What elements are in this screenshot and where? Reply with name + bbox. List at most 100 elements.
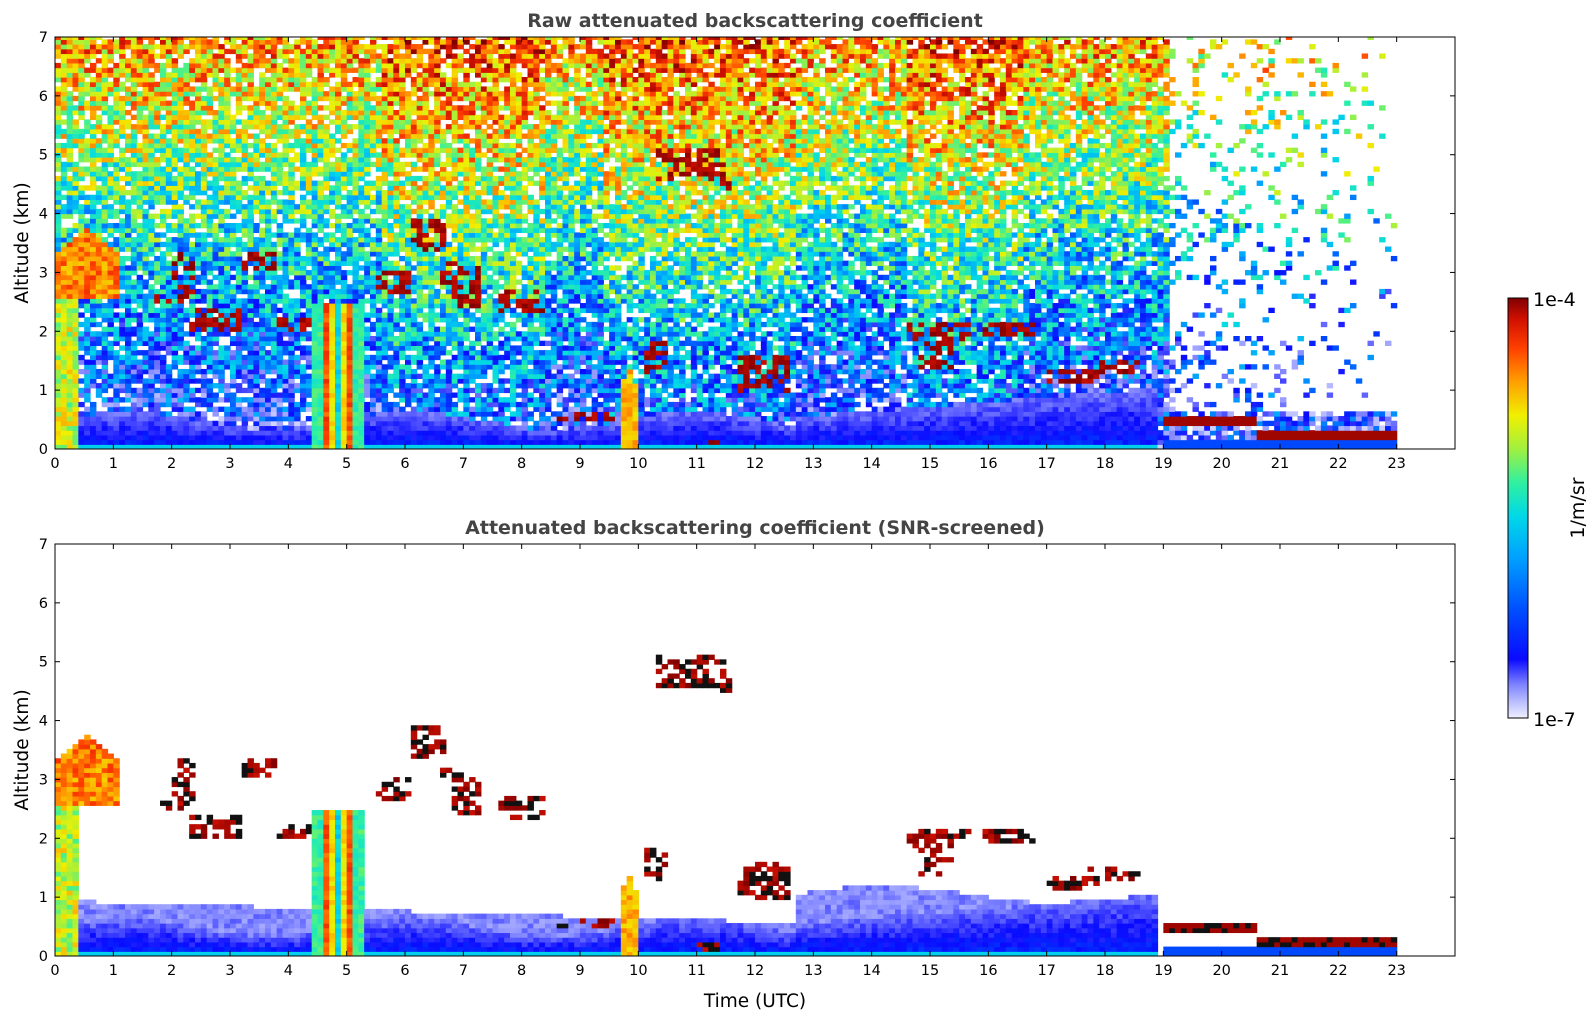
heatmap-cell	[340, 185, 348, 191]
heatmap-cell	[381, 378, 389, 384]
heatmap-cell	[142, 44, 149, 50]
heatmap-cell	[294, 335, 301, 342]
heatmap-cell	[317, 37, 324, 40]
heatmap-cell	[335, 260, 342, 266]
heatmap-cell	[171, 345, 179, 351]
heatmap-cell	[142, 383, 149, 389]
heatmap-cell	[241, 161, 249, 168]
heatmap-cell	[212, 119, 219, 125]
heatmap-cell	[177, 444, 184, 449]
heatmap-cell	[171, 307, 179, 314]
heatmap-cell	[195, 109, 202, 116]
heatmap-cell	[224, 48, 231, 55]
heatmap-cell	[171, 241, 179, 248]
heatmap-cell	[340, 392, 348, 398]
heatmap-cell	[381, 119, 389, 125]
heatmap-cell	[177, 284, 184, 290]
heatmap-cell	[206, 161, 214, 168]
heatmap-cell	[253, 180, 260, 186]
heatmap-cell	[148, 58, 155, 64]
heatmap-cell	[177, 307, 184, 314]
heatmap-cell	[160, 279, 167, 285]
heatmap-cell	[60, 303, 68, 309]
heatmap-cell	[241, 312, 249, 318]
heatmap-cell	[340, 152, 348, 158]
heatmap-cell	[171, 204, 179, 210]
heatmap-cell	[352, 420, 359, 427]
heatmap-cell	[282, 53, 289, 59]
heatmap-cell	[130, 100, 138, 106]
heatmap-cell	[95, 222, 103, 229]
heatmap-cell	[195, 444, 202, 449]
heatmap-cell	[323, 180, 330, 186]
heatmap-cell	[282, 124, 289, 130]
heatmap-cell	[340, 284, 348, 290]
heatmap-cell	[329, 317, 336, 323]
heatmap-cell	[346, 373, 354, 379]
heatmap-cell	[311, 335, 319, 342]
heatmap-cell	[200, 208, 208, 215]
heatmap-cell	[416, 218, 424, 224]
heatmap-cell	[212, 439, 219, 445]
heatmap-cell	[381, 157, 389, 163]
heatmap-cell	[119, 62, 126, 69]
heatmap-cell	[399, 180, 406, 186]
heatmap-cell	[364, 368, 371, 375]
heatmap-cell	[72, 44, 79, 50]
heatmap-cell	[72, 222, 79, 229]
heatmap-cell	[107, 222, 114, 229]
heatmap-cell	[160, 114, 167, 120]
heatmap-cell	[422, 335, 429, 342]
heatmap-cell	[241, 434, 249, 441]
heatmap-cell	[148, 44, 155, 50]
heatmap-cell	[294, 251, 301, 257]
heatmap-cell	[230, 138, 237, 144]
heatmap-cell	[195, 142, 202, 149]
heatmap-cell	[235, 444, 243, 449]
heatmap-cell	[399, 312, 406, 318]
heatmap-cell	[399, 420, 406, 427]
heatmap-cell	[142, 279, 149, 285]
heatmap-cell	[340, 293, 348, 299]
heatmap-cell	[235, 180, 243, 186]
heatmap-cell	[241, 152, 249, 158]
heatmap-cell	[119, 425, 126, 431]
heatmap-cell	[95, 368, 103, 375]
heatmap-cell	[171, 161, 179, 168]
heatmap-cell	[165, 114, 173, 120]
heatmap-cell	[177, 185, 184, 191]
heatmap-cell	[154, 345, 161, 351]
heatmap-cell	[265, 312, 272, 318]
heatmap-cell	[276, 416, 284, 422]
heatmap-cell	[305, 237, 313, 243]
heatmap-cell	[259, 37, 266, 40]
heatmap-cell	[101, 241, 109, 248]
heatmap-cell	[358, 147, 365, 153]
heatmap-cell	[364, 354, 371, 361]
heatmap-cell	[206, 105, 214, 111]
heatmap-cell	[165, 222, 173, 229]
heatmap-cell	[393, 95, 400, 102]
heatmap-cell	[393, 128, 400, 135]
heatmap-cell	[195, 288, 202, 295]
heatmap-cell	[171, 138, 179, 144]
heatmap-cell	[165, 119, 173, 125]
heatmap-cell	[311, 161, 319, 168]
heatmap-cell	[335, 161, 342, 168]
heatmap-cell	[183, 128, 190, 135]
heatmap-cell	[270, 58, 278, 64]
heatmap-cell	[113, 39, 120, 45]
heatmap-cell	[375, 279, 383, 285]
heatmap-cell	[60, 171, 68, 177]
heatmap-cell	[113, 100, 120, 106]
heatmap-cell	[160, 284, 167, 290]
heatmap-cell	[230, 401, 237, 408]
heatmap-cell	[364, 227, 371, 234]
heatmap-cell	[66, 373, 74, 379]
heatmap-cell	[206, 48, 214, 55]
heatmap-cell	[364, 284, 371, 290]
heatmap-cell	[352, 434, 359, 441]
heatmap-cell	[300, 378, 307, 384]
heatmap-cell	[282, 312, 289, 318]
heatmap-cell	[300, 114, 307, 120]
